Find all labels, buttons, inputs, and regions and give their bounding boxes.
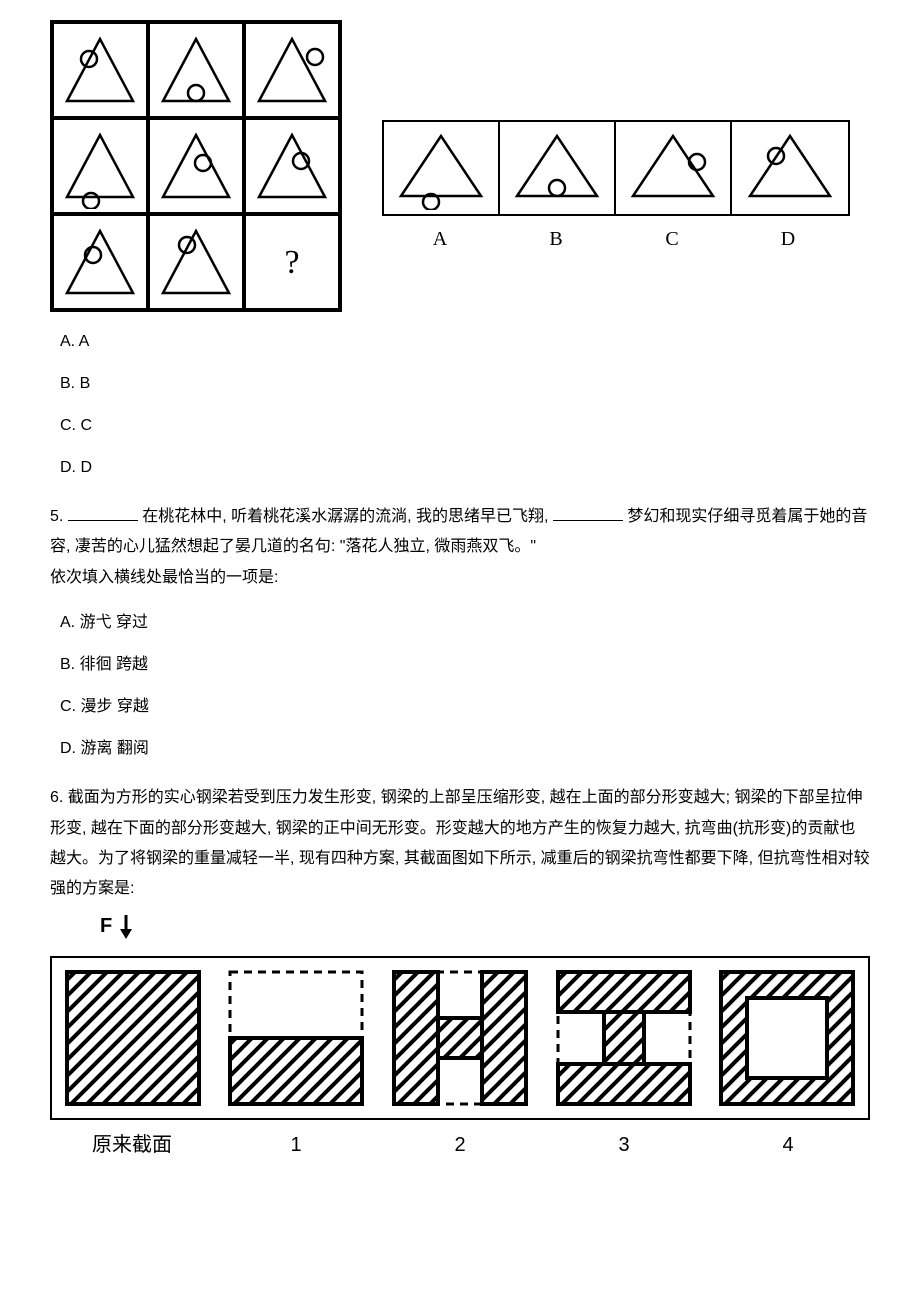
option-label: D (730, 224, 846, 254)
q4-choices: A. A B. B C. C D. D (60, 330, 870, 480)
grid-cell (52, 22, 148, 118)
q6-option-3 (554, 968, 694, 1108)
q6-body: 截面为方形的实心钢梁若受到压力发生形变, 钢梁的上部呈压缩形变, 越在上面的部分… (50, 789, 870, 897)
q5-text-part1: 在桃花林中, 听着桃花溪水潺潺的流淌, 我的思绪早已飞翔, (142, 508, 548, 525)
q6-label: 4 (708, 1130, 868, 1160)
choice[interactable]: B. 徘徊 跨越 (60, 653, 870, 677)
q-number: 5. (50, 508, 63, 525)
q4-option-cell (732, 122, 848, 214)
grid-cell (148, 214, 244, 310)
choice[interactable]: A. A (60, 330, 870, 354)
q4-grid: ? (50, 20, 342, 312)
q-number: 6. (50, 789, 63, 806)
q6-option-1 (226, 968, 366, 1108)
option-label: A (382, 224, 498, 254)
q5-choices: A. 游弋 穿过 B. 徘徊 跨越 C. 漫步 穿越 D. 游离 翻阅 (60, 611, 870, 761)
q5-text: 5. 在桃花林中, 听着桃花溪水潺潺的流淌, 我的思绪早已飞翔, 梦幻和现实仔细… (50, 502, 870, 563)
q4-option-cell (500, 122, 616, 214)
choice[interactable]: B. B (60, 372, 870, 396)
blank-2 (553, 503, 623, 521)
q5: 5. 在桃花林中, 听着桃花溪水潺潺的流淌, 我的思绪早已飞翔, 梦幻和现实仔细… (50, 502, 870, 761)
q5-stem: 依次填入横线处最恰当的一项是: (50, 563, 870, 593)
q6-labels: 原来截面 1 2 3 4 (50, 1130, 870, 1160)
grid-cell (244, 22, 340, 118)
q4-option-cell (384, 122, 500, 214)
blank-1 (68, 503, 138, 521)
q4-option-cell (616, 122, 732, 214)
q6: 6. 截面为方形的实心钢梁若受到压力发生形变, 钢梁的上部呈压缩形变, 越在上面… (50, 783, 870, 1160)
q4-figure-area: ? A B C D (50, 20, 870, 312)
q6-label: 1 (216, 1130, 376, 1160)
q6-text: 6. 截面为方形的实心钢梁若受到压力发生形变, 钢梁的上部呈压缩形变, 越在上面… (50, 783, 870, 905)
q4-options: A B C D (382, 120, 850, 254)
choice[interactable]: D. D (60, 456, 870, 480)
grid-cell (148, 22, 244, 118)
choice[interactable]: C. 漫步 穿越 (60, 695, 870, 719)
choice[interactable]: D. 游离 翻阅 (60, 737, 870, 761)
q6-f-arrow: F (140, 911, 870, 941)
f-label: F (100, 911, 112, 941)
grid-cell (52, 118, 148, 214)
option-label: C (614, 224, 730, 254)
q6-option-4 (717, 968, 857, 1108)
option-label: B (498, 224, 614, 254)
q6-label: 3 (544, 1130, 704, 1160)
q6-diagram: 原来截面 1 2 3 4 (50, 956, 870, 1160)
q6-label: 2 (380, 1130, 540, 1160)
grid-cell (148, 118, 244, 214)
grid-cell (52, 214, 148, 310)
q6-original (63, 968, 203, 1108)
q6-original-label: 原来截面 (52, 1130, 212, 1160)
grid-cell (244, 118, 340, 214)
q6-option-2 (390, 968, 530, 1108)
q4-option-labels: A B C D (382, 224, 850, 254)
choice[interactable]: C. C (60, 414, 870, 438)
grid-cell-question: ? (244, 214, 340, 310)
choice[interactable]: A. 游弋 穿过 (60, 611, 870, 635)
